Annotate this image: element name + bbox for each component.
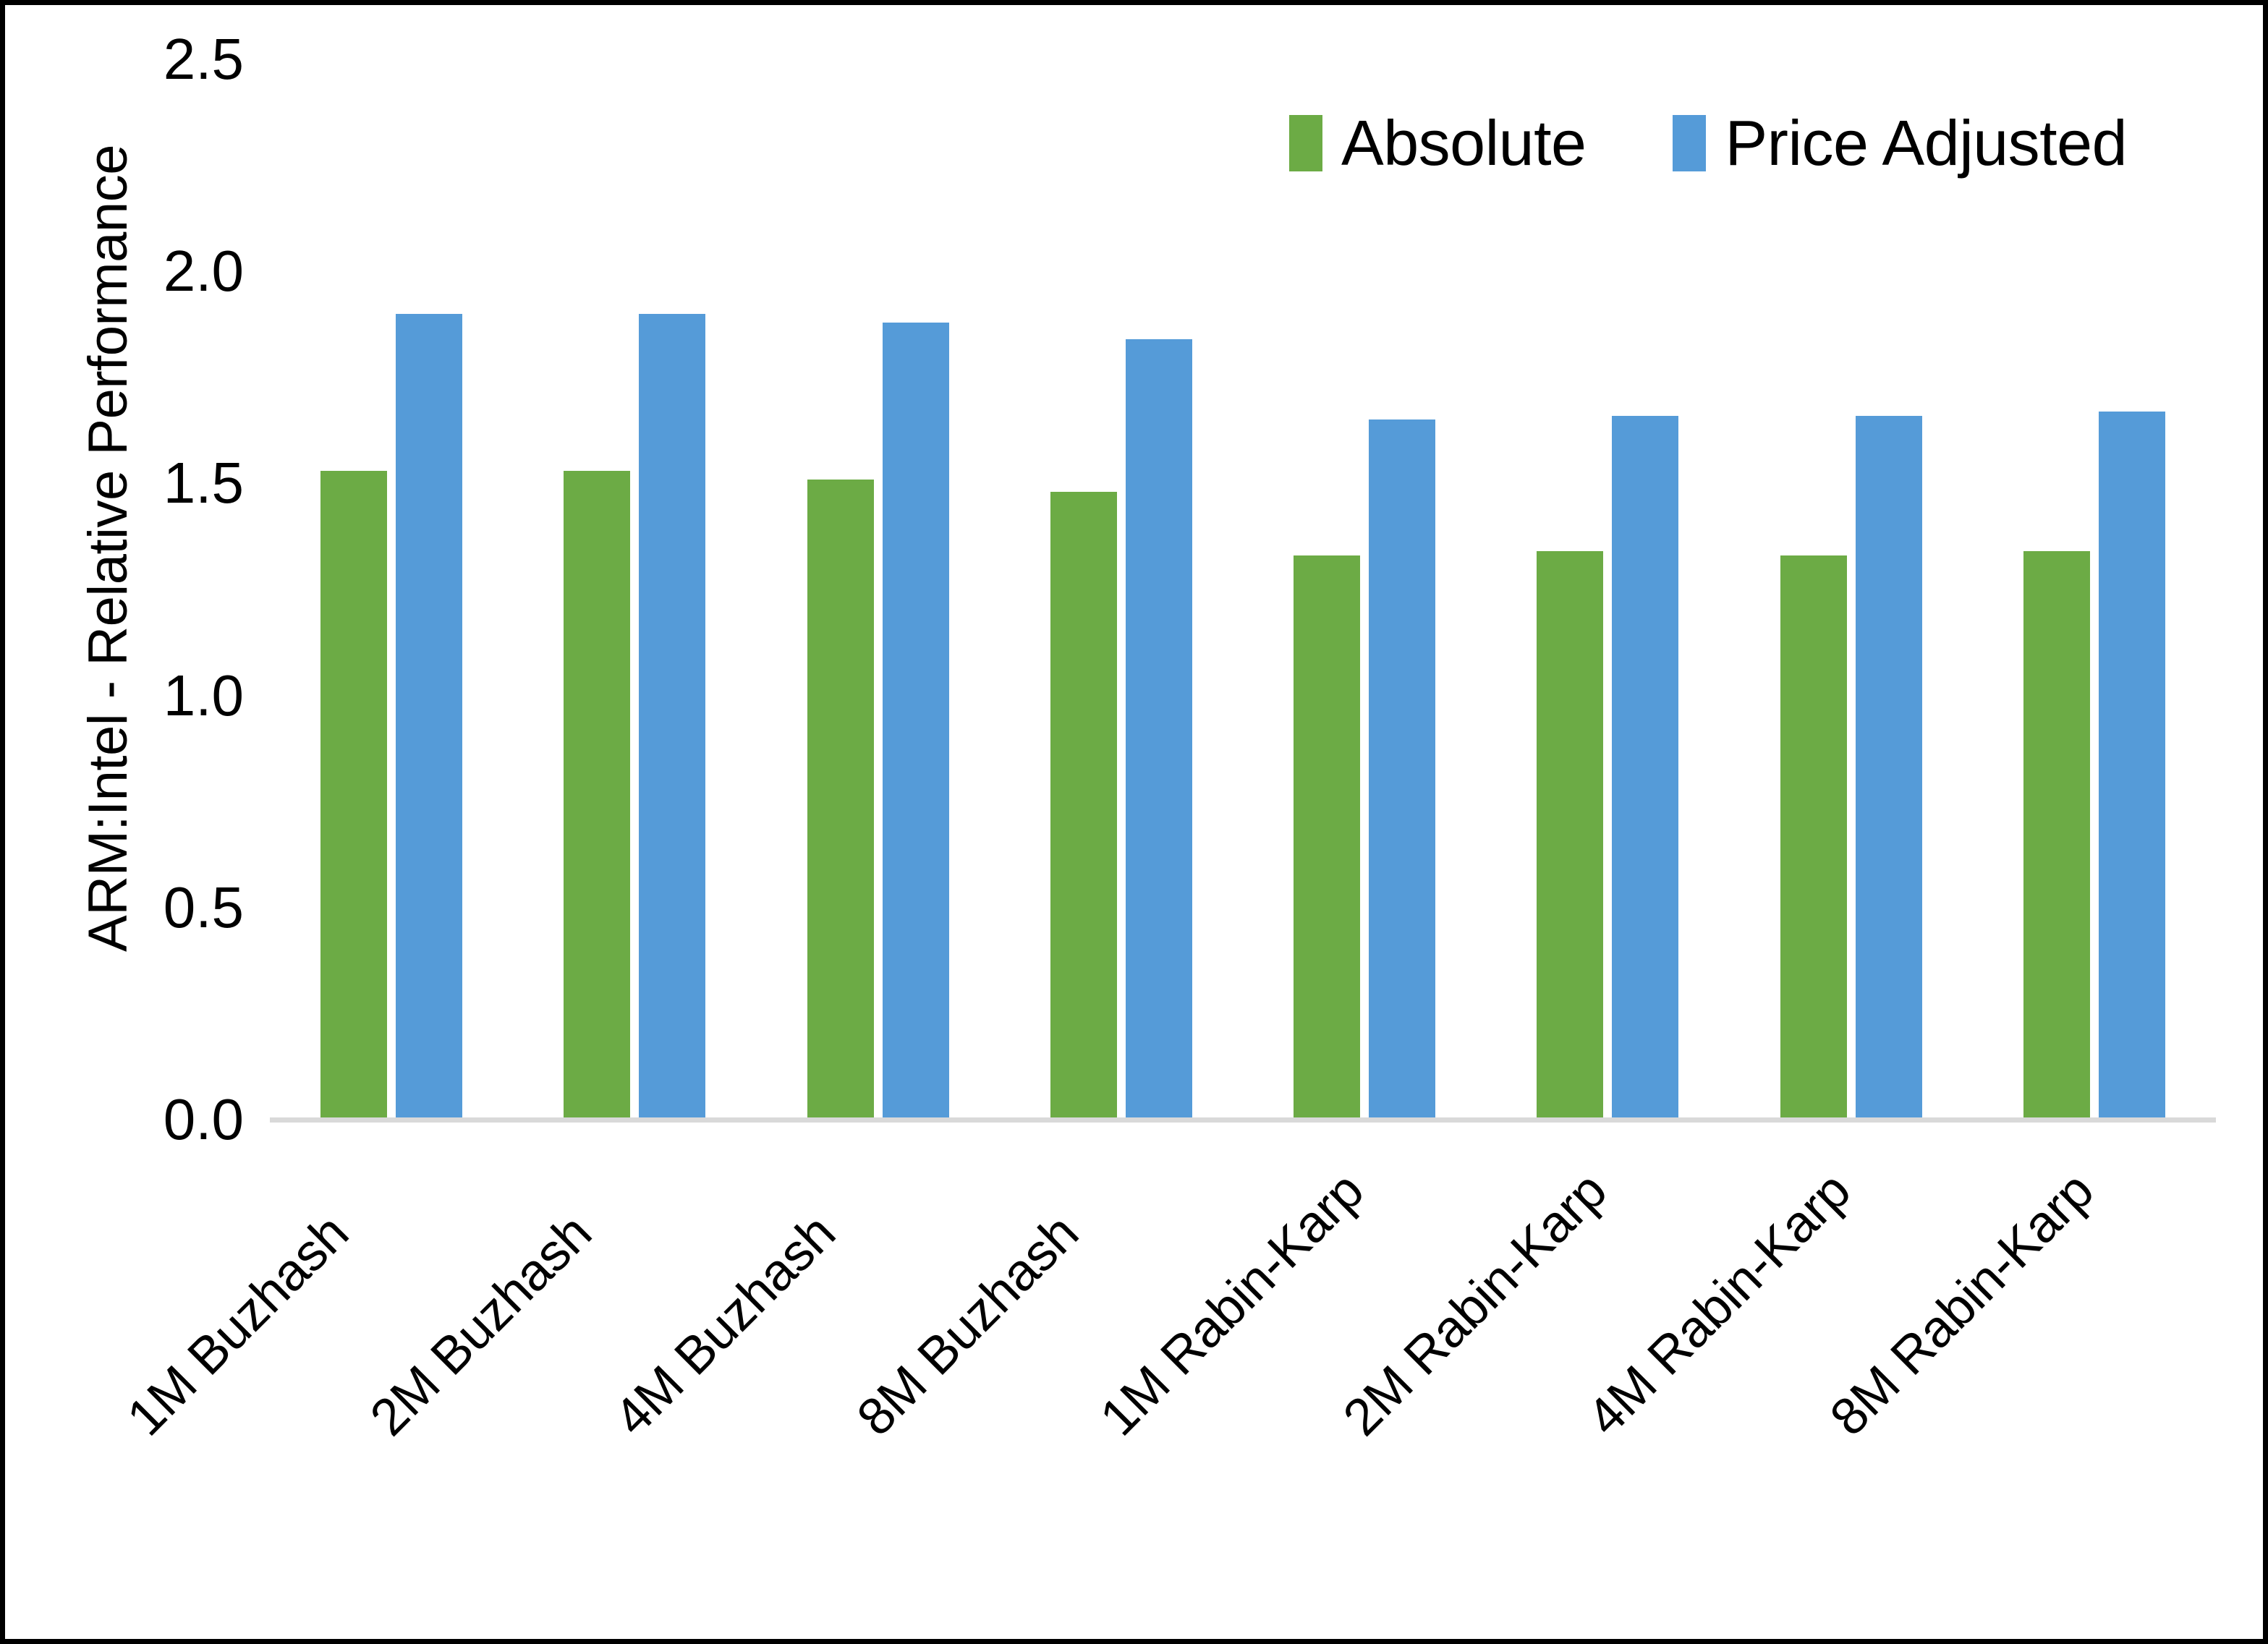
legend-label: Absolute <box>1341 107 1587 179</box>
y-tick-label: 0.0 <box>163 1087 244 1151</box>
legend-item[interactable]: Absolute <box>1289 106 1587 180</box>
bar-price-adjusted[interactable] <box>1855 415 1922 1120</box>
bar-absolute[interactable] <box>564 470 631 1120</box>
legend-label: Price Adjusted <box>1725 107 2128 179</box>
legend-swatch-icon <box>1289 115 1322 171</box>
y-tick-label: 2.5 <box>163 27 244 91</box>
y-tick-label: 1.5 <box>163 451 244 516</box>
bar-price-adjusted[interactable] <box>2098 411 2165 1120</box>
bar-absolute[interactable] <box>1294 555 1361 1120</box>
bar-group <box>1486 59 1729 1120</box>
legend-swatch-icon <box>1673 115 1707 171</box>
bar-group <box>757 59 1000 1120</box>
bar-group <box>1243 59 1486 1120</box>
chart-legend: Absolute Price Adjusted <box>1289 106 2128 180</box>
y-tick-label: 1.0 <box>163 663 244 728</box>
legend-item[interactable]: Price Adjusted <box>1673 106 2128 180</box>
bar-absolute[interactable] <box>1780 555 1847 1120</box>
bar-group <box>1973 59 2216 1120</box>
bar-group <box>513 59 756 1120</box>
bar-price-adjusted[interactable] <box>882 322 949 1120</box>
bar-group <box>1000 59 1243 1120</box>
bar-group <box>270 59 513 1120</box>
bar-absolute[interactable] <box>807 479 874 1120</box>
x-axis-baseline <box>270 1117 2216 1123</box>
plot-area <box>270 59 2216 1120</box>
y-tick-label: 0.5 <box>163 874 244 940</box>
bar-price-adjusted[interactable] <box>1125 339 1192 1120</box>
bar-price-adjusted[interactable] <box>1612 415 1679 1120</box>
bar-group <box>1730 59 1973 1120</box>
bar-price-adjusted[interactable] <box>396 313 463 1120</box>
bar-absolute[interactable] <box>2023 551 2090 1120</box>
bar-absolute[interactable] <box>320 470 388 1120</box>
bar-price-adjusted[interactable] <box>639 313 706 1120</box>
bar-absolute[interactable] <box>1537 551 1604 1120</box>
bar-price-adjusted[interactable] <box>1369 419 1436 1120</box>
y-tick-label: 2.0 <box>163 239 244 304</box>
bar-absolute[interactable] <box>1050 492 1117 1120</box>
